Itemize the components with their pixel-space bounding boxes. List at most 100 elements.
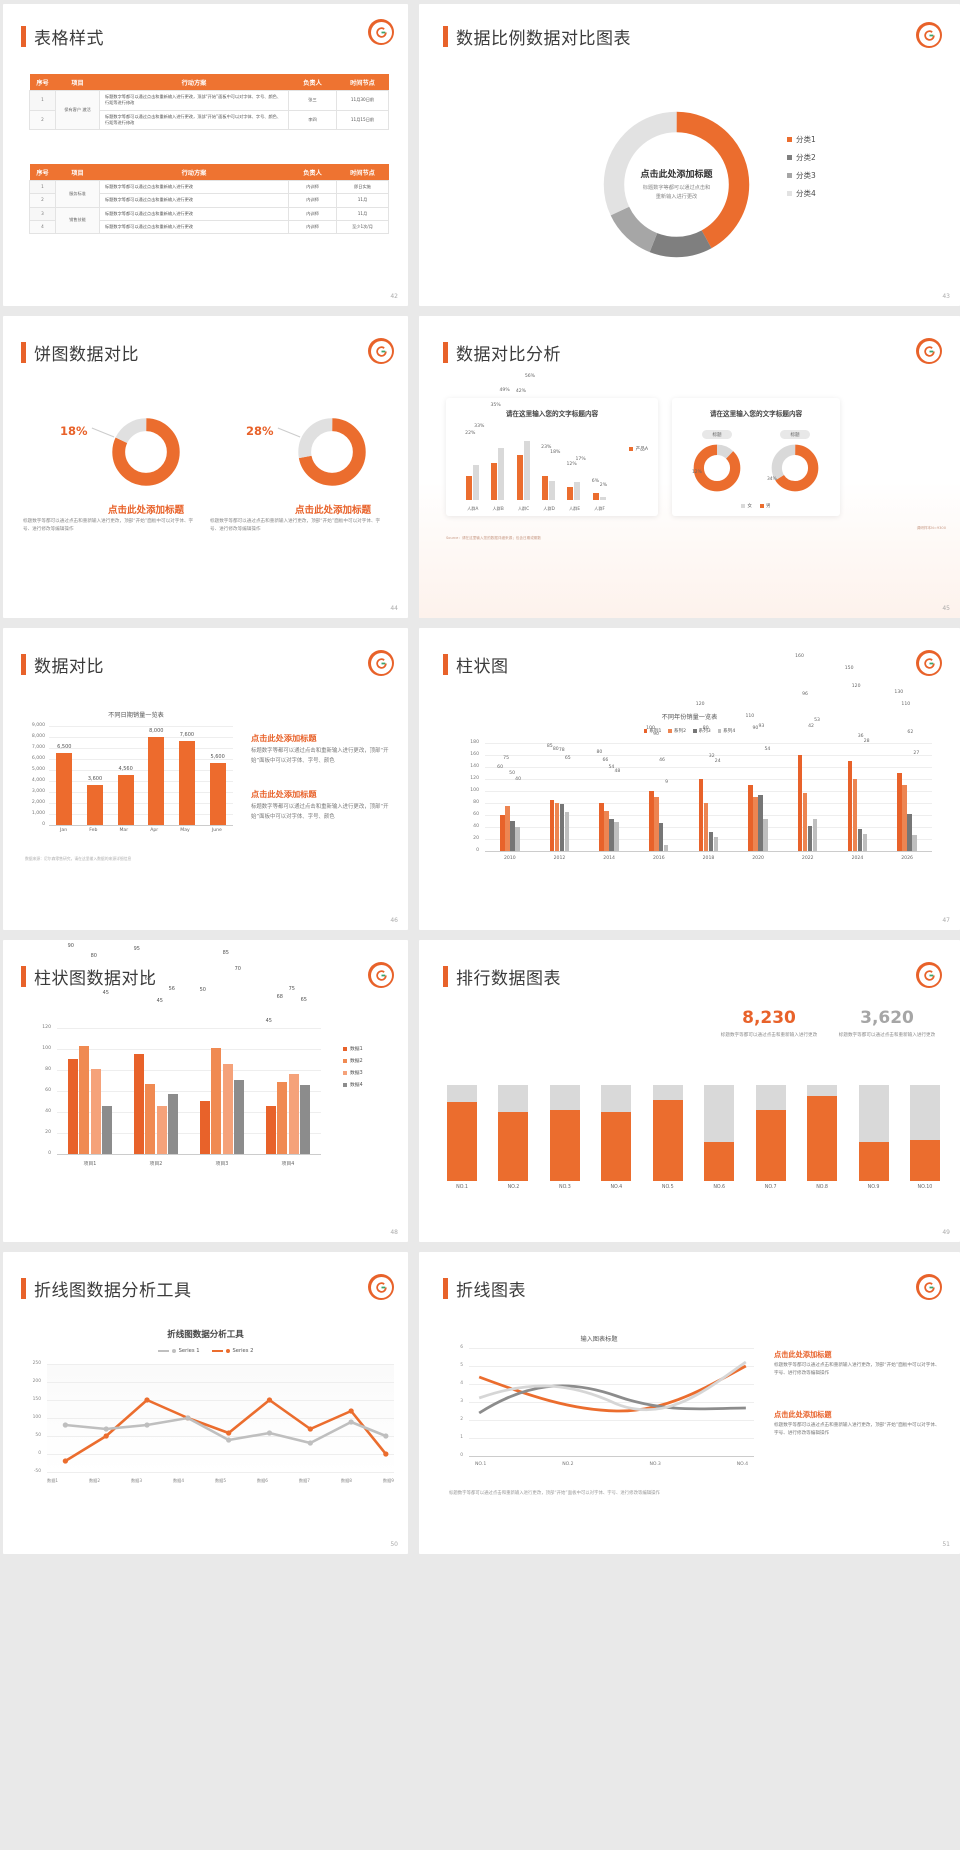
sales-bar-chart[interactable]: 9,000 8,000 7,000 6,000 5,000 4,000 3,00… — [21, 723, 237, 844]
rank-bar[interactable]: NO.7 — [755, 1085, 786, 1190]
legend-item[interactable]: 分类4 — [787, 188, 816, 199]
rank-label: NO.6 — [713, 1185, 726, 1190]
cell-owner: 内训师 — [288, 179, 337, 195]
slide-48[interactable]: 柱状图数据对比 120 100 80 60 40 20 0 — [3, 940, 408, 1242]
slide-42[interactable]: 表格样式 序号 项目 行动方案 负责人 时间节点 1 保有客户 激活 标题数字等… — [3, 4, 408, 306]
table-row[interactable]: 1 保有客户 激活 标题数字等都可以通过点击和重新输入进行更改，顶部“开始”面板… — [29, 89, 389, 131]
note-heading-2: 点击此处添加标题 — [774, 1410, 832, 1419]
slide-46[interactable]: 数据对比 不同日期销量一览表 9,000 8,000 7,000 6,000 5… — [3, 628, 408, 930]
rank-bar[interactable]: NO.6 — [704, 1085, 735, 1190]
rank-bar[interactable]: NO.8 — [807, 1085, 838, 1190]
donut-group-left[interactable]: 标题 12% 88% — [690, 430, 744, 508]
x-axis: Jan Feb Mar Apr May June — [60, 828, 222, 833]
note-heading-1: 点击此处添加标题 — [774, 1350, 832, 1359]
ranking-stacked-bar-chart[interactable]: NO.1 NO.2 NO.3 NO.4 NO.5 NO.6 NO.7 NO.8 … — [447, 1080, 940, 1190]
rank-label: NO.5 — [661, 1185, 674, 1190]
cell-plan: 标题数字等都可以通过点击和重新输入进行更改 — [99, 219, 289, 235]
legend-item[interactable]: 数据4 — [343, 1081, 363, 1088]
footer-source: 数据来源：尼尔森零售研究，请在这里输入数据的来源详细信息 — [25, 856, 132, 861]
rank-bar[interactable]: NO.1 — [447, 1085, 477, 1190]
stat-block-secondary: 3,620 标题数字等都可以通过点击和重新输入进行更改 — [831, 1008, 943, 1040]
legend-item[interactable]: 系列2 — [668, 728, 686, 734]
legend-item[interactable]: Series 1 — [157, 1348, 200, 1354]
rank-bar[interactable]: NO.2 — [498, 1085, 529, 1190]
pie-chart-left[interactable] — [110, 416, 182, 488]
plot-area — [47, 1364, 394, 1474]
table-row[interactable]: 3 销售技能 标题数字等都可以通过点击和重新输入进行更改 内训师 11月 — [29, 206, 389, 235]
bar-x-axis: 人群A 人群B 人群C 人群D 人群E 人群F — [467, 506, 605, 511]
bar-chart-card[interactable]: 请在这里输入您的文字标题内容 22% 33% 35% 49% 42% 56% 23% 1… — [446, 374, 658, 516]
brand-logo-icon — [368, 338, 394, 364]
table-row[interactable]: 2 标题数字等都可以通过点击和重新输入进行更改，顶部“开始”面板中可以对字体、字… — [29, 109, 389, 131]
slide-50-title-block: 折线图数据分析工具 — [21, 1276, 192, 1301]
line-series-svg — [478, 1360, 747, 1415]
table-row[interactable]: 1 服务标准 标题数字等都可以通过点击和重新输入进行更改 内训师 即日实施 — [29, 179, 389, 208]
rank-bar[interactable]: NO.10 — [909, 1085, 940, 1190]
cell-plan: 标题数字等都可以通过点击和重新输入进行更改 — [99, 179, 289, 195]
page-title: 折线图表 — [456, 1281, 526, 1301]
rank-bar[interactable]: NO.9 — [858, 1085, 889, 1190]
x-axis: 数据1 数据2 数据3 数据4 数据5 数据6 数据7 数据8 数据9 — [47, 1478, 394, 1483]
chart-title: 不同年份销量一览表 — [661, 714, 718, 721]
page-number: 44 — [390, 605, 398, 612]
proportion-donut-chart[interactable]: 点击此处添加标题 标题数字等都可以通过点击和 重新输入进行更改 — [594, 102, 759, 267]
legend-item[interactable]: 系列4 — [717, 728, 735, 734]
th-plan: 行动方案 — [99, 74, 289, 91]
chart-title: 折线图数据分析工具 — [167, 1330, 244, 1340]
th-index: 序号 — [29, 164, 56, 181]
donut-svg — [693, 444, 741, 492]
multiseries-bar-chart[interactable]: 180 160 140 120 100 80 60 40 20 0 — [459, 654, 932, 878]
cell-index: 4 — [29, 219, 56, 235]
plot-area — [469, 1348, 754, 1458]
line-chart[interactable]: 250 200 150 100 50 0 -50 — [23, 1361, 394, 1494]
source-label: Source： — [446, 536, 462, 540]
slide-deck-grid: 表格样式 序号 项目 行动方案 负责人 时间节点 1 保有客户 激活 标题数字等… — [3, 4, 960, 1554]
slide-44-title-block: 饼图数据对比 — [21, 340, 139, 365]
donut-tag: 标题 — [702, 430, 732, 439]
note-heading-1: 点击此处添加标题 — [251, 733, 317, 743]
th-project: 项目 — [55, 74, 100, 91]
slide-47[interactable]: 柱状图 不同年份销量一览表 系列1 系列2 系列3 系列4 180 160 14… — [419, 628, 960, 930]
rank-bar[interactable]: NO.4 — [601, 1085, 632, 1190]
rank-bar[interactable]: NO.5 — [652, 1085, 683, 1190]
title-accent-bar — [21, 342, 26, 363]
brand-logo-icon — [368, 19, 394, 45]
legend-label: 系列2 — [673, 729, 686, 734]
legend-item[interactable]: 分类2 — [787, 152, 816, 163]
legend-label: Series 1 — [178, 1348, 200, 1354]
legend-item[interactable]: 分类3 — [787, 170, 816, 181]
rank-bar[interactable]: NO.3 — [549, 1085, 580, 1190]
rank-label: NO.10 — [917, 1185, 933, 1190]
series-legend: 数据1 数据2 数据3 数据4 — [343, 1045, 363, 1093]
page-title: 柱状图数据对比 — [34, 969, 157, 989]
slide-44[interactable]: 饼图数据对比 18% 28% 点击此处添加标题 标题数字等都可以通过点击和重新输… — [3, 316, 408, 618]
donut-group-right[interactable]: 标题 34% 66% — [767, 430, 822, 496]
legend-item[interactable]: 系列1 — [643, 728, 661, 734]
table-row[interactable]: 4 标题数字等都可以通过点击和重新输入进行更改 内训师 至少1次/月 — [29, 219, 389, 235]
legend-label: 数据1 — [350, 1047, 363, 1052]
y-axis: 120 100 80 60 40 20 0 — [42, 1025, 51, 1156]
legend-item[interactable]: Series 2 — [211, 1348, 253, 1354]
title-accent-bar — [21, 966, 26, 987]
gender-donut-card[interactable]: 请在这里输入您的文字标题内容 标题 12% 88% 标题 34% 66% — [672, 398, 840, 516]
slide-45[interactable]: 数据对比分析 请在这里输入您的文字标题内容 22% 33% 35% 49% 42% 5… — [419, 316, 960, 618]
table-primary[interactable]: 序号 项目 行动方案 负责人 时间节点 1 保有客户 激活 标题数字等都可以通过… — [29, 74, 389, 131]
slide-49[interactable]: 排行数据图表 8,230 标题数字等都可以通过点击和重新输入进行更改 3,620… — [419, 940, 960, 1242]
legend-item[interactable]: 数据3 — [343, 1069, 363, 1076]
cell-project: 销售技能 — [55, 206, 100, 235]
slide-51[interactable]: 折线图表 输入图表标题 6 5 4 3 2 1 0 — [419, 1252, 960, 1554]
donut-center-label: 点击此处添加标题 标题数字等都可以通过点击和 重新输入进行更改 — [594, 102, 759, 267]
pie-chart-right[interactable] — [296, 416, 368, 488]
legend-item[interactable]: 分类1 — [787, 134, 816, 145]
slide-50[interactable]: 折线图数据分析工具 折线图数据分析工具 Series 1 Series 2 25… — [3, 1252, 408, 1554]
legend-label: 分类2 — [796, 153, 816, 162]
slide-43[interactable]: 数据比例数据对比图表 点击此处添加标题 标题数字等都可以通过点击和 重新输入进行… — [419, 4, 960, 306]
table-secondary[interactable]: 序号 项目 行动方案 负责人 时间节点 1 服务标准 标题数字等都可以通过点击和… — [29, 164, 389, 235]
legend-item[interactable]: 数据2 — [343, 1057, 363, 1064]
legend-item[interactable]: 数据1 — [343, 1045, 363, 1052]
bar-plot-area: 22% 33% 35% 49% 42% 56% 23% 18% 12% 17% 6% 2% — [460, 374, 612, 500]
line-chart[interactable]: 6 5 4 3 2 1 0 — [449, 1345, 754, 1478]
title-accent-bar — [21, 654, 26, 675]
legend-item[interactable]: 系列3 — [693, 728, 711, 734]
